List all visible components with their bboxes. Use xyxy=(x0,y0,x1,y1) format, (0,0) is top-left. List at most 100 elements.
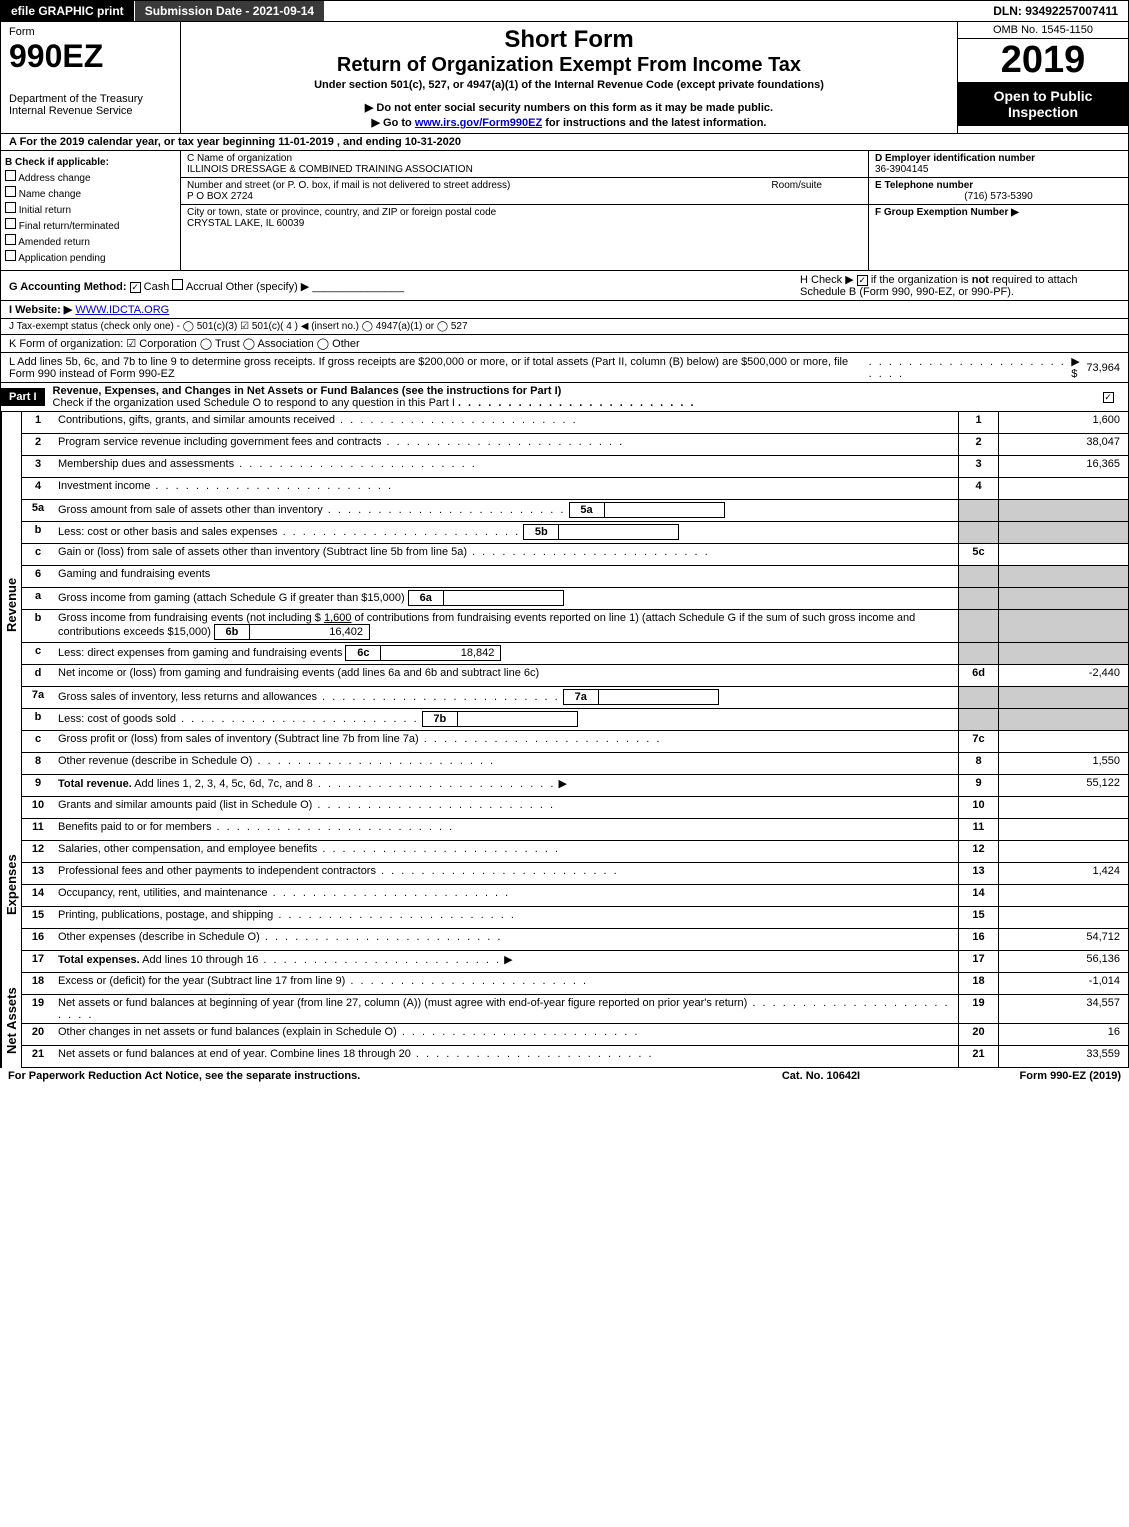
dots xyxy=(376,865,619,877)
dots xyxy=(176,713,419,725)
line-11-amt xyxy=(998,819,1128,840)
dots xyxy=(211,821,454,833)
dots xyxy=(317,843,560,855)
box-h-text2: if the organization is xyxy=(868,274,972,286)
check-accrual[interactable] xyxy=(172,279,183,290)
line-2-desc: Program service revenue including govern… xyxy=(58,436,381,448)
line-9-desc: Add lines 1, 2, 3, 4, 5c, 6d, 7c, and 8 xyxy=(132,778,313,790)
line-9-col: 9 xyxy=(958,775,998,796)
part-1-header-row: Part I Revenue, Expenses, and Changes in… xyxy=(0,383,1129,412)
dots xyxy=(312,799,555,811)
check-name-change[interactable] xyxy=(5,186,16,197)
dept-treasury: Department of the Treasury xyxy=(9,93,172,105)
box-c-label: C Name of organization xyxy=(187,153,292,164)
irs-link[interactable]: www.irs.gov/Form990EZ xyxy=(415,117,542,129)
check-cash[interactable] xyxy=(130,282,141,293)
line-11-no: 11 xyxy=(22,819,54,840)
label-initial-return: Initial return xyxy=(19,205,71,216)
line-12-amt xyxy=(998,841,1128,862)
dots xyxy=(234,458,477,470)
line-5a-no: 5a xyxy=(22,500,54,521)
line-17-desc: Add lines 10 through 16 xyxy=(140,954,259,966)
part-1-badge: Part I xyxy=(1,388,45,406)
line-13-no: 13 xyxy=(22,863,54,884)
line-10-col: 10 xyxy=(958,797,998,818)
line-5b-val xyxy=(559,524,679,540)
entity-block: B Check if applicable: Address change Na… xyxy=(0,151,1129,271)
line-6a-box: 6a xyxy=(408,590,444,606)
line-21-amt: 33,559 xyxy=(998,1046,1128,1067)
label-address-change: Address change xyxy=(18,173,90,184)
line-9-amt: 55,122 xyxy=(998,775,1128,796)
line-8-desc: Other revenue (describe in Schedule O) xyxy=(58,755,252,767)
box-l-arrow: ▶ $ xyxy=(1071,355,1086,380)
line-16-amt: 54,712 xyxy=(998,929,1128,950)
irs-label: Internal Revenue Service xyxy=(9,105,172,117)
box-l-text: L Add lines 5b, 6c, and 7b to line 9 to … xyxy=(9,356,869,380)
line-5b-no: b xyxy=(22,522,54,543)
line-7c-no: c xyxy=(22,731,54,752)
dots xyxy=(278,526,521,538)
row-j-tax-exempt: J Tax-exempt status (check only one) - ◯… xyxy=(0,319,1129,335)
check-schedule-b[interactable] xyxy=(857,275,868,286)
label-other-method: Other (specify) ▶ xyxy=(226,281,310,293)
dots xyxy=(258,954,501,966)
line-6-no: 6 xyxy=(22,566,54,587)
website-link[interactable]: WWW.IDCTA.ORG xyxy=(75,304,169,316)
net-assets-section: Net Assets 18Excess or (deficit) for the… xyxy=(0,973,1129,1068)
box-b-column: B Check if applicable: Address change Na… xyxy=(1,151,181,270)
line-10-no: 10 xyxy=(22,797,54,818)
line-6a-no: a xyxy=(22,588,54,609)
line-13-amt: 1,424 xyxy=(998,863,1128,884)
dots xyxy=(467,546,710,558)
open-public-badge: Open to Public Inspection xyxy=(958,82,1128,126)
line-6c-box: 6c xyxy=(345,645,381,661)
line-16-col: 16 xyxy=(958,929,998,950)
footer-form-ref: Form 990-EZ (2019) xyxy=(921,1070,1121,1082)
line-6b-desc1: Gross income from fundraising events (no… xyxy=(58,612,324,624)
check-address-change[interactable] xyxy=(5,170,16,181)
check-final-return[interactable] xyxy=(5,218,16,229)
line-12-no: 12 xyxy=(22,841,54,862)
line-16-desc: Other expenses (describe in Schedule O) xyxy=(58,931,260,943)
notice-goto-post: for instructions and the latest informat… xyxy=(542,117,766,129)
grey-cell xyxy=(998,500,1128,521)
row-k-org-form: K Form of organization: ☑ Corporation ◯ … xyxy=(0,335,1129,353)
efile-print-button[interactable]: efile GRAPHIC print xyxy=(1,1,135,21)
line-6b-no: b xyxy=(22,610,54,642)
line-19-no: 19 xyxy=(22,995,54,1023)
row-l-gross-receipts: L Add lines 5b, 6c, and 7b to line 9 to … xyxy=(0,353,1129,383)
line-6d-no: d xyxy=(22,665,54,686)
dots xyxy=(419,733,662,745)
check-schedule-o-part1[interactable] xyxy=(1103,392,1114,403)
line-7c-amt xyxy=(998,731,1128,752)
label-cash: Cash xyxy=(144,281,170,293)
dots xyxy=(411,1048,654,1060)
line-13-desc: Professional fees and other payments to … xyxy=(58,865,376,877)
box-e-label: E Telephone number xyxy=(875,180,973,191)
org-name: ILLINOIS DRESSAGE & COMBINED TRAINING AS… xyxy=(187,164,473,175)
box-h-not: not xyxy=(972,274,989,286)
line-6c-val: 18,842 xyxy=(381,645,501,661)
box-i-label: I Website: ▶ xyxy=(9,303,72,316)
line-19-amt: 34,557 xyxy=(998,995,1128,1023)
check-application-pending[interactable] xyxy=(5,250,16,261)
grey-cell xyxy=(998,522,1128,543)
line-5b-desc: Less: cost or other basis and sales expe… xyxy=(58,526,278,538)
line-14-no: 14 xyxy=(22,885,54,906)
line-17-desc-bold: Total expenses. xyxy=(58,954,140,966)
line-6d-desc: Net income or (loss) from gaming and fun… xyxy=(58,667,539,679)
grey-cell xyxy=(958,522,998,543)
dots xyxy=(458,397,696,409)
form-number: 990EZ xyxy=(9,38,172,75)
box-g-label: G Accounting Method: xyxy=(9,281,127,293)
org-city: CRYSTAL LAKE, IL 60039 xyxy=(187,218,304,229)
line-15-no: 15 xyxy=(22,907,54,928)
line-7a-desc: Gross sales of inventory, less returns a… xyxy=(58,691,317,703)
footer-row: For Paperwork Reduction Act Notice, see … xyxy=(0,1068,1129,1084)
line-16-no: 16 xyxy=(22,929,54,950)
row-g-h: G Accounting Method: Cash Accrual Other … xyxy=(0,271,1129,301)
check-initial-return[interactable] xyxy=(5,202,16,213)
telephone-value: (716) 573-5390 xyxy=(875,191,1122,202)
check-amended-return[interactable] xyxy=(5,234,16,245)
